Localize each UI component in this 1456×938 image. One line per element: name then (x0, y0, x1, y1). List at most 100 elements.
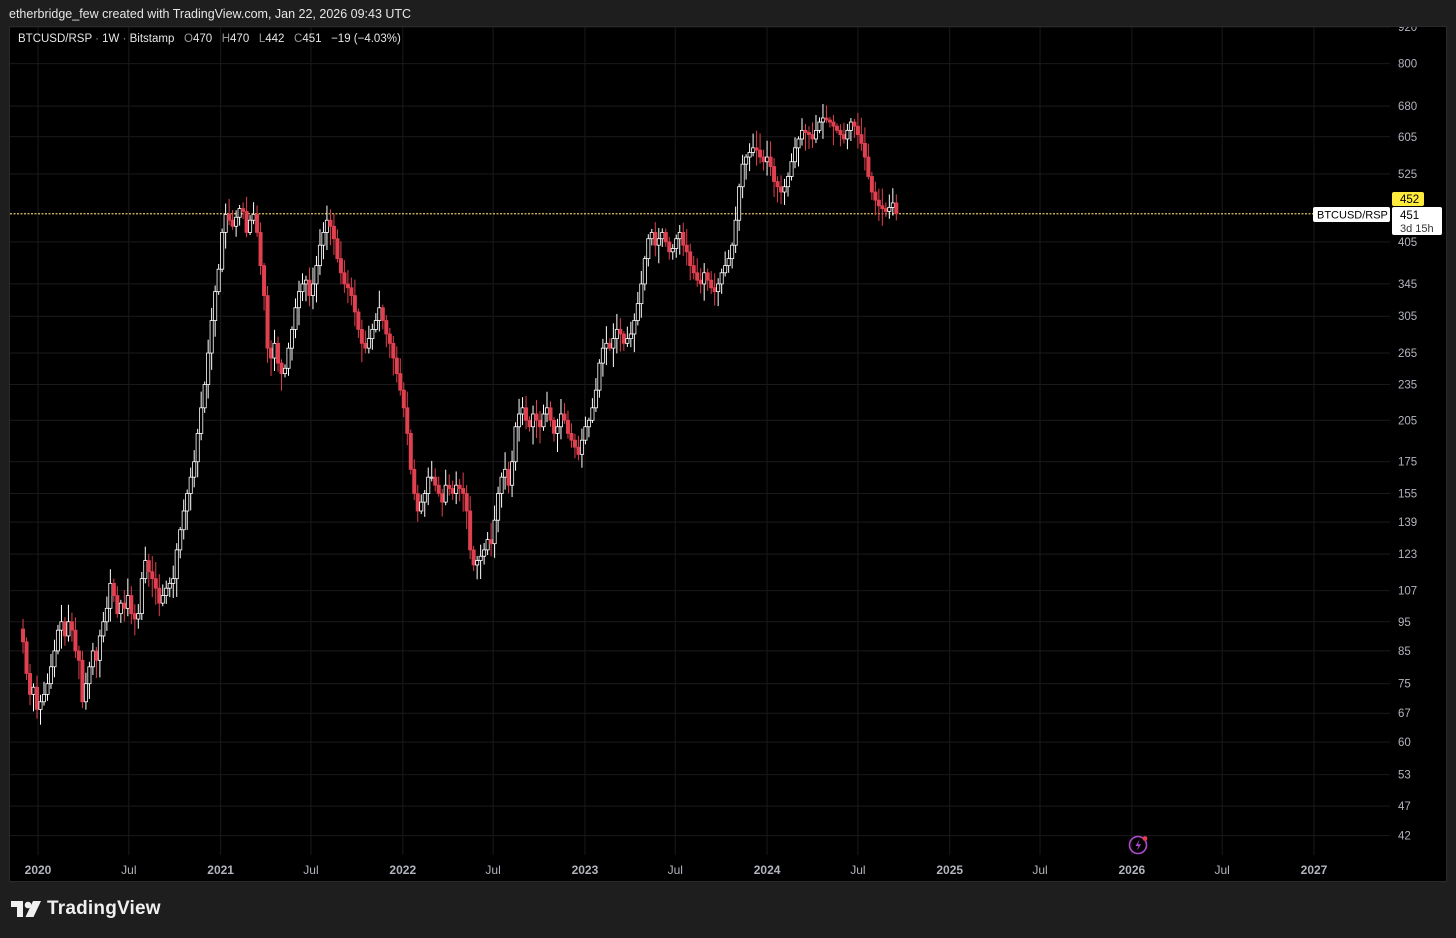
x-tick-label: Jul (668, 863, 683, 877)
y-tick-label: 305 (1398, 311, 1417, 323)
candle-body (489, 539, 494, 545)
candle-body (583, 426, 588, 441)
candle-body (545, 407, 550, 415)
y-tick-label: 405 (1398, 237, 1417, 249)
candle-body (380, 307, 385, 321)
candle-body (461, 488, 466, 494)
legend-high-label: H (221, 33, 231, 45)
candle-body (342, 272, 347, 285)
candle-body (129, 595, 134, 615)
candle-body (401, 389, 406, 409)
candle-body (283, 367, 288, 375)
candle-body (688, 251, 693, 267)
x-tick-label: 2026 (1119, 863, 1146, 877)
y-tick-label: 42 (1398, 831, 1411, 843)
candle-body (803, 129, 808, 133)
price-chart[interactable]: 920 800 680 605 525 405 345 305 265 235 205 175 155 1… (10, 27, 1446, 881)
symbol-tag-text: BTCUSD/RSP (1317, 210, 1388, 222)
candle-body (366, 338, 371, 349)
candle-body (293, 307, 298, 330)
candle-body (632, 320, 637, 335)
candle-body (101, 621, 106, 637)
candle-body (80, 659, 85, 703)
candle-body (579, 439, 584, 455)
candle-body (621, 333, 626, 344)
candle-body (691, 265, 696, 274)
candle-body (719, 272, 724, 285)
candle-body (150, 571, 155, 580)
candle-body (356, 311, 361, 330)
candle-body (684, 244, 689, 253)
y-tick-label: 67 (1398, 708, 1411, 720)
candle-body (230, 219, 235, 227)
candle-body (569, 432, 574, 441)
candle-body (206, 352, 211, 385)
chart-frame[interactable]: 920 800 680 605 525 405 345 305 265 235 205 175 155 1… (9, 26, 1447, 882)
candle-body (185, 493, 190, 512)
brand-logo[interactable]: TradingView (11, 898, 161, 920)
candle-body (478, 555, 483, 561)
candle-body (83, 683, 88, 703)
candle-body (813, 129, 818, 140)
candle-body (426, 476, 431, 494)
candle-body (768, 156, 773, 167)
candle-body (827, 119, 832, 123)
candle-body (744, 156, 749, 165)
candle-body (751, 147, 756, 153)
candle-body (143, 560, 148, 580)
candle-body (279, 362, 284, 375)
candle-body (317, 244, 322, 267)
candle-body (454, 484, 459, 494)
alert-lightning-icon[interactable] (1128, 835, 1148, 855)
candle-body (796, 138, 801, 149)
candle-body (352, 295, 357, 313)
candle-body (345, 283, 350, 289)
candle-body (174, 549, 179, 580)
candle-body (698, 279, 703, 285)
candle-body (471, 549, 476, 566)
candle-body (111, 582, 116, 596)
x-tick-label: 2025 (936, 863, 963, 877)
candle-body (384, 320, 389, 335)
candle-body (48, 666, 53, 685)
candle-body (94, 650, 99, 661)
candle-body (136, 613, 141, 620)
candle-body (810, 134, 815, 140)
candle-body (38, 701, 43, 710)
candle-body (443, 484, 448, 503)
candle-body (55, 629, 60, 652)
y-tick-label: 107 (1398, 586, 1417, 598)
candle-body (108, 582, 113, 609)
legend-low-label: L (258, 33, 266, 45)
candle-body (59, 621, 64, 631)
candle-body (251, 213, 256, 221)
candle-body (538, 419, 543, 428)
candle-body (733, 219, 738, 246)
y-tick-label: 139 (1398, 517, 1417, 529)
time-axis: 2020 Jul 2021 Jul 2022 Jul 2023 Jul 2024 Jul 2025 J… (25, 863, 1328, 877)
candle-body (775, 181, 780, 188)
legend-open-label: O (183, 33, 193, 45)
candle-body (429, 476, 434, 479)
candle-body (394, 357, 399, 375)
candle-body (793, 147, 798, 163)
legend-symbol: BTCUSD/RSP (18, 33, 92, 45)
candle-body (806, 132, 811, 136)
candle-body (496, 493, 501, 521)
candle-body (772, 166, 777, 182)
candle-body (153, 578, 158, 589)
candle-body (363, 342, 368, 349)
candle-body (227, 213, 232, 221)
candle-body (513, 426, 518, 463)
candle-body (314, 265, 319, 285)
candle-body (276, 342, 281, 364)
candle-body (331, 225, 336, 240)
candle-body (674, 238, 679, 249)
candle-body (202, 384, 207, 409)
candle-body (118, 602, 123, 615)
y-tick-label: 800 (1398, 59, 1417, 71)
candle-body (398, 373, 403, 391)
candle-body (855, 125, 860, 136)
candle-body (62, 621, 67, 637)
candle-body (565, 419, 570, 434)
